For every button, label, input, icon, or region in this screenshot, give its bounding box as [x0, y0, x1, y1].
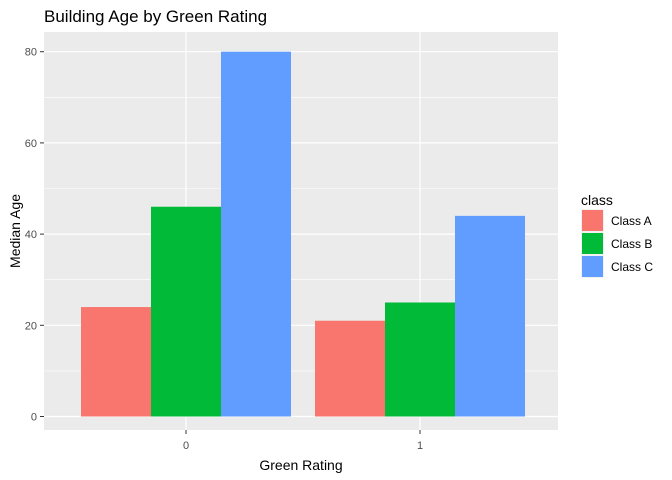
legend-title: class — [581, 192, 613, 208]
x-tick-label: 1 — [417, 440, 423, 452]
bars — [81, 51, 525, 417]
y-tick-label: 40 — [25, 229, 37, 241]
y-axis-title: Median Age — [7, 194, 23, 268]
y-tick-label: 60 — [25, 138, 37, 150]
y-axis: 0 20 40 60 80 — [25, 47, 44, 424]
legend: class Class A Class B Class C — [581, 192, 653, 278]
bar-class-a-0 — [81, 307, 151, 417]
bar-class-c-0 — [221, 51, 291, 417]
bar-class-b-1 — [385, 302, 455, 417]
chart-title: Building Age by Green Rating — [44, 7, 267, 26]
y-tick-label: 0 — [31, 412, 37, 424]
y-tick-label: 80 — [25, 47, 37, 59]
bar-class-b-0 — [151, 206, 221, 417]
x-tick-label: 0 — [183, 440, 189, 452]
legend-swatch — [582, 233, 603, 254]
legend-label: Class B — [611, 237, 652, 251]
x-axis-title: Green Rating — [259, 457, 342, 473]
legend-swatch — [582, 210, 603, 231]
y-tick-label: 20 — [25, 320, 37, 332]
bar-class-a-1 — [315, 320, 385, 417]
legend-swatch — [582, 256, 603, 277]
legend-label: Class A — [611, 214, 652, 228]
legend-label: Class C — [611, 260, 653, 274]
bar-class-c-1 — [455, 215, 525, 417]
